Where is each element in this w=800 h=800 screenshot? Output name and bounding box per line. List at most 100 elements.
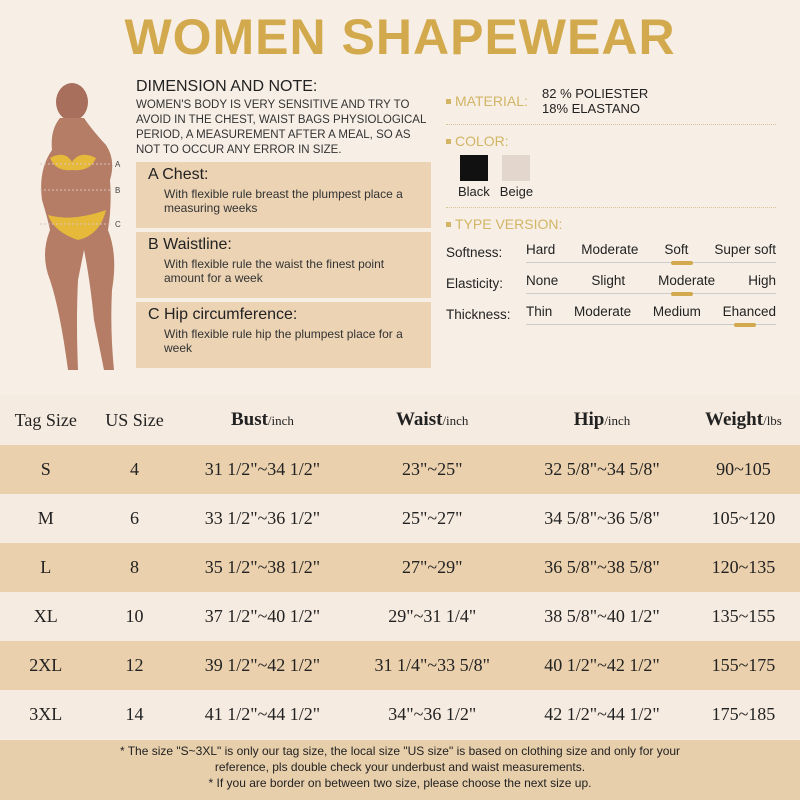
type-row-label: Thickness: xyxy=(446,307,511,322)
measure-desc: With flexible rule the waist the finest … xyxy=(164,257,385,285)
column-header: Hip/inch xyxy=(517,395,687,445)
header-text: Tag Size xyxy=(14,409,77,430)
scale-track xyxy=(526,324,776,325)
material-label: MATERIAL: xyxy=(446,86,542,116)
scale-option: None xyxy=(526,273,559,288)
material-label-text: MATERIAL: xyxy=(455,93,528,109)
footnote: * The size "S~3XL" is only our tag size,… xyxy=(119,744,681,774)
measure-desc: With flexible rule hip the plumpest plac… xyxy=(164,327,403,355)
scale-option: Super soft xyxy=(714,242,776,257)
header-text: Bust xyxy=(230,409,268,430)
table-cell: M xyxy=(0,494,92,543)
measure-chest: A Chest: With flexible rule breast the pl… xyxy=(136,162,431,228)
selected-marker xyxy=(733,323,756,327)
table-cell: 40 1/2"~42 1/2" xyxy=(517,641,687,690)
selected-marker xyxy=(671,261,694,265)
scale-option: Hard xyxy=(526,242,556,257)
table-cell: 25"~27" xyxy=(347,494,518,543)
table-cell: 29"~31 1/4" xyxy=(347,592,518,641)
type-row-label: Softness: xyxy=(446,245,503,260)
bullet-icon xyxy=(446,221,451,227)
column-header: Weight/lbs xyxy=(686,395,800,445)
measure-title: A Chest: xyxy=(148,166,209,183)
header-unit: /inch xyxy=(604,413,631,428)
header-unit: /inch xyxy=(442,413,469,428)
material-line: 82 % POLIESTER xyxy=(542,86,649,101)
table-cell: 155~175 xyxy=(686,641,800,690)
header-text: Weight xyxy=(705,409,764,430)
table-cell: 32 5/8"~34 5/8" xyxy=(517,445,687,494)
footnotes: * The size "S~3XL" is only our tag size,… xyxy=(0,740,800,800)
figure-label-c: C xyxy=(115,220,121,229)
table-row: 3XL 14 41 1/2"~44 1/2" 34"~36 1/2" 42 1/2"~4… xyxy=(0,690,800,739)
scale-option: Ehanced xyxy=(722,304,776,319)
swatch-beige[interactable]: Beige xyxy=(500,155,533,199)
scale-option: Moderate xyxy=(574,304,632,319)
table-cell: 120~135 xyxy=(686,543,800,592)
header-unit: /inch xyxy=(267,413,294,428)
color-swatch xyxy=(459,155,488,181)
table-cell: 14 xyxy=(91,690,178,739)
option-scale: None Slight Moderate High xyxy=(526,273,776,296)
table-cell: 33 1/2"~36 1/2" xyxy=(177,494,348,543)
measure-desc: With flexible rule breast the plumpest p… xyxy=(164,187,403,215)
table-row: XL 10 37 1/2"~40 1/2" 29"~31 1/4" 38 5/8"~40… xyxy=(0,592,800,641)
table-cell: 105~120 xyxy=(686,494,800,543)
table-cell: 42 1/2"~44 1/2" xyxy=(517,690,687,739)
table-cell: 175~185 xyxy=(686,690,800,739)
table-row: M 6 33 1/2"~36 1/2" 25"~27" 34 5/8"~36 5/8" 1… xyxy=(0,494,800,543)
column-header: Bust/inch xyxy=(177,395,348,445)
product-specs: MATERIAL: 82 % POLIESTER 18% ELASTANO COL… xyxy=(446,86,776,327)
dimension-section: DIMENSION AND NOTE: WOMEN'S BODY IS VERY… xyxy=(136,78,431,368)
column-header: Tag Size xyxy=(0,395,92,445)
table-cell: 39 1/2"~42 1/2" xyxy=(177,641,348,690)
table-cell: 3XL xyxy=(0,690,92,739)
type-row: Elasticity: None Slight Moderate High xyxy=(446,273,776,296)
table-cell: XL xyxy=(0,592,92,641)
table-cell: 135~155 xyxy=(686,592,800,641)
scale-option: High xyxy=(748,273,776,288)
table-cell: 6 xyxy=(91,494,178,543)
table-cell: 35 1/2"~38 1/2" xyxy=(177,543,348,592)
column-header: US Size xyxy=(91,395,178,445)
figure-label-b: B xyxy=(115,186,120,195)
scale-option: Soft xyxy=(664,242,689,257)
type-row: Thickness: Thin Moderate Medium Ehanced xyxy=(446,304,776,327)
type-version-label: TYPE VERSION: xyxy=(446,216,776,232)
scale-track xyxy=(526,293,776,294)
header-unit: /lbs xyxy=(763,413,782,428)
table-row: S 4 31 1/2"~34 1/2" 23"~25" 32 5/8"~34 5/8" 9… xyxy=(0,445,800,494)
measure-waist: B Waistline: With flexible rule the waist… xyxy=(136,232,431,298)
bullet-icon xyxy=(446,98,451,104)
scale-option: Moderate xyxy=(581,242,639,257)
table-cell: 36 5/8"~38 5/8" xyxy=(517,543,687,592)
material-line: 18% ELASTANO xyxy=(542,101,641,116)
table-cell: 8 xyxy=(91,543,178,592)
header-text: US Size xyxy=(105,409,164,430)
type-version-label-text: TYPE VERSION: xyxy=(455,216,563,232)
figure-label-a: A xyxy=(115,160,121,169)
table-cell: 10 xyxy=(91,592,178,641)
type-row: Softness: Hard Moderate Soft Super soft xyxy=(446,242,776,265)
table-cell: 2XL xyxy=(0,641,92,690)
option-scale: Hard Moderate Soft Super soft xyxy=(526,242,776,265)
table-cell: 34"~36 1/2" xyxy=(347,690,518,739)
swatch-name: Black xyxy=(458,184,490,199)
dimension-note: WOMEN'S BODY IS VERY SENSITIVE AND TRY T… xyxy=(136,99,426,156)
selected-marker xyxy=(671,292,694,296)
table-cell: 38 5/8"~40 1/2" xyxy=(517,592,687,641)
option-scale: Thin Moderate Medium Ehanced xyxy=(526,304,776,327)
scale-track xyxy=(526,262,776,263)
table-cell: 12 xyxy=(91,641,178,690)
swatch-name: Beige xyxy=(499,184,534,199)
footnote: * If you are border on between two size,… xyxy=(208,776,592,790)
dimension-heading: DIMENSION AND NOTE: xyxy=(136,78,318,95)
table-cell: 31 1/4"~33 5/8" xyxy=(347,641,518,690)
divider xyxy=(446,207,776,208)
color-label-text: COLOR: xyxy=(455,133,509,149)
swatch-black[interactable]: Black xyxy=(458,155,490,199)
table-cell: 27"~29" xyxy=(347,543,518,592)
table-cell: L xyxy=(0,543,92,592)
scale-option: Medium xyxy=(652,304,701,319)
table-row: L 8 35 1/2"~38 1/2" 27"~29" 36 5/8"~38 5/8" 1… xyxy=(0,543,800,592)
